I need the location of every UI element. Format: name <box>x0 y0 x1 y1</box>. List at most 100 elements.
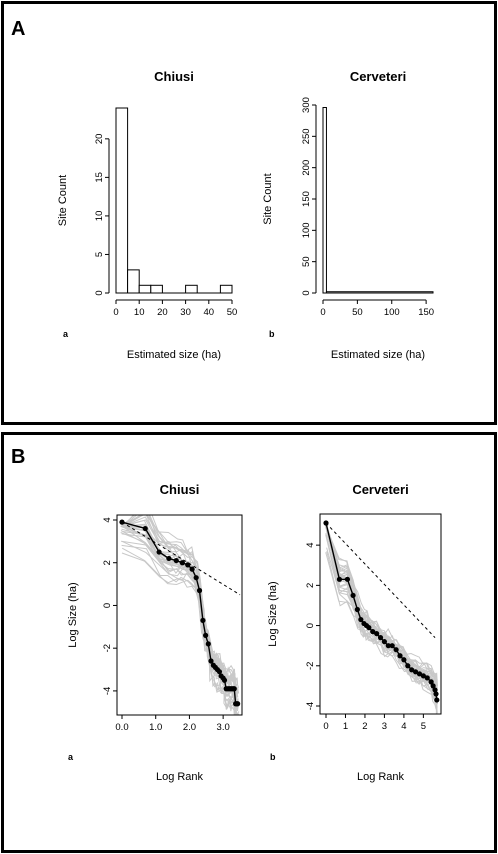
simulation-line <box>325 524 437 714</box>
x-axis-label: Log Rank <box>357 771 405 783</box>
y-tick-label: 0 <box>301 290 312 295</box>
histogram-figure: A Chiusi 0 10 20 30 40 50 0 5 10 15 20 Estimated siz… <box>11 18 434 361</box>
chart-title: Chiusi <box>154 69 194 84</box>
observed-point <box>231 686 237 692</box>
observed-point <box>424 675 430 681</box>
y-tick-label: 250 <box>301 128 312 144</box>
y-tick-label: -2 <box>102 644 113 652</box>
observed-point <box>432 687 438 693</box>
observed-point <box>354 606 360 613</box>
observed-point <box>203 632 209 638</box>
x-axis-label: Estimated size (ha) <box>127 349 221 361</box>
x-axis-label: Log Rank <box>156 771 204 783</box>
panel-b-label: B <box>11 446 25 468</box>
x-tick-label: 10 <box>134 307 145 318</box>
panel-a-label: A <box>11 18 25 40</box>
y-tick-label: 4 <box>305 542 316 547</box>
y-axis-label: Log Size (ha) <box>267 581 279 646</box>
fit-line <box>325 522 436 638</box>
observed-point <box>381 639 388 645</box>
panel-b-frame: B Chiusi 0.0 1.0 2.0 3.0 -4 -2 0 2 4 Log Rank Log S… <box>1 432 497 853</box>
y-tick-label: 4 <box>102 517 113 522</box>
rank-size-cerveteri: Cerveteri 0 1 2 3 4 5 -4 -2 0 2 4 Log Rank Log Size (… <box>267 482 442 783</box>
sub-panel-label: a <box>63 329 69 339</box>
x-tick-label: 20 <box>157 307 168 318</box>
observed-point <box>428 679 434 685</box>
observed-point <box>433 691 439 697</box>
observed-point <box>366 624 372 631</box>
x-tick-label: 3.0 <box>217 722 230 733</box>
observed-point <box>173 557 179 564</box>
rank-size-chiusi: Chiusi 0.0 1.0 2.0 3.0 -4 -2 0 2 4 Log Rank Log Siz… <box>67 482 243 783</box>
y-tick-label: 20 <box>94 134 105 145</box>
x-tick-label: 100 <box>384 307 400 318</box>
y-axis-label: Site Count <box>57 175 69 226</box>
observed-point <box>374 631 380 637</box>
y-tick-label: 150 <box>301 191 312 207</box>
simulation-line <box>325 525 438 689</box>
observed-point <box>393 647 399 653</box>
sub-panel-label: b <box>269 329 275 339</box>
observed-point <box>323 520 329 526</box>
histogram-bar <box>185 284 198 294</box>
y-tick-label: -4 <box>305 702 316 710</box>
y-axis-label: Site Count <box>262 173 274 224</box>
observed-point <box>412 669 419 675</box>
observed-point <box>205 641 211 647</box>
x-tick-label: 40 <box>204 307 215 318</box>
histogram-bar <box>322 107 327 294</box>
observed-point <box>416 671 423 677</box>
histogram-bar <box>127 269 140 294</box>
x-tick-label: 30 <box>180 307 191 318</box>
x-tick-label: 1 <box>343 721 348 732</box>
y-tick-label: 200 <box>301 160 312 176</box>
simulation-line <box>325 528 438 687</box>
histogram-cerveteri: Cerveteri 0 50 100 150 0 50 100 150 200 250 300 Esti… <box>262 69 434 361</box>
observed-point <box>119 519 125 525</box>
simulation-line <box>123 525 236 715</box>
histogram-bar <box>219 284 233 294</box>
chart-title: Chiusi <box>160 482 200 497</box>
y-tick-label: 10 <box>94 211 105 222</box>
plot-frame <box>319 513 442 715</box>
observed-point <box>350 592 356 599</box>
observed-point <box>142 525 148 532</box>
observed-point <box>430 683 436 689</box>
x-tick-label: 50 <box>227 307 238 318</box>
y-tick-label: 2 <box>305 583 316 588</box>
x-tick-label: 2.0 <box>183 722 196 733</box>
simulation-line <box>122 515 240 715</box>
simulation-line <box>324 524 438 714</box>
simulation-lines <box>324 524 438 714</box>
observed-point <box>377 635 384 641</box>
observed-point <box>221 677 228 683</box>
simulation-line <box>324 524 438 705</box>
y-tick-label: 0 <box>94 290 105 295</box>
observed-point <box>389 643 395 649</box>
simulation-lines <box>120 515 240 715</box>
x-tick-label: 4 <box>401 721 406 732</box>
simulation-line <box>120 525 240 711</box>
histogram-bar <box>150 284 163 294</box>
simulation-line <box>123 525 239 698</box>
y-tick-label: 300 <box>301 97 312 113</box>
histogram-bar <box>138 284 152 294</box>
simulation-line <box>325 552 438 683</box>
x-tick-label: 5 <box>421 721 426 732</box>
simulation-line <box>122 515 236 715</box>
x-axis-label: Estimated size (ha) <box>331 349 425 361</box>
chart-title: Cerveteri <box>352 482 408 497</box>
chart-title: Cerveteri <box>350 69 406 84</box>
plot-frame <box>116 514 243 716</box>
observed-point <box>405 663 411 669</box>
simulation-line <box>325 524 438 713</box>
observed-point <box>358 616 364 623</box>
observed-point <box>200 617 206 624</box>
observed-point <box>385 643 391 649</box>
histogram-chiusi: Chiusi 0 10 20 30 40 50 0 5 10 15 20 Estimated size … <box>57 69 237 361</box>
observed-point <box>216 669 223 675</box>
histogram-bar <box>115 107 129 294</box>
x-tick-label: 3 <box>382 721 387 732</box>
observed-point <box>166 555 172 562</box>
y-tick-label: 2 <box>102 560 113 565</box>
